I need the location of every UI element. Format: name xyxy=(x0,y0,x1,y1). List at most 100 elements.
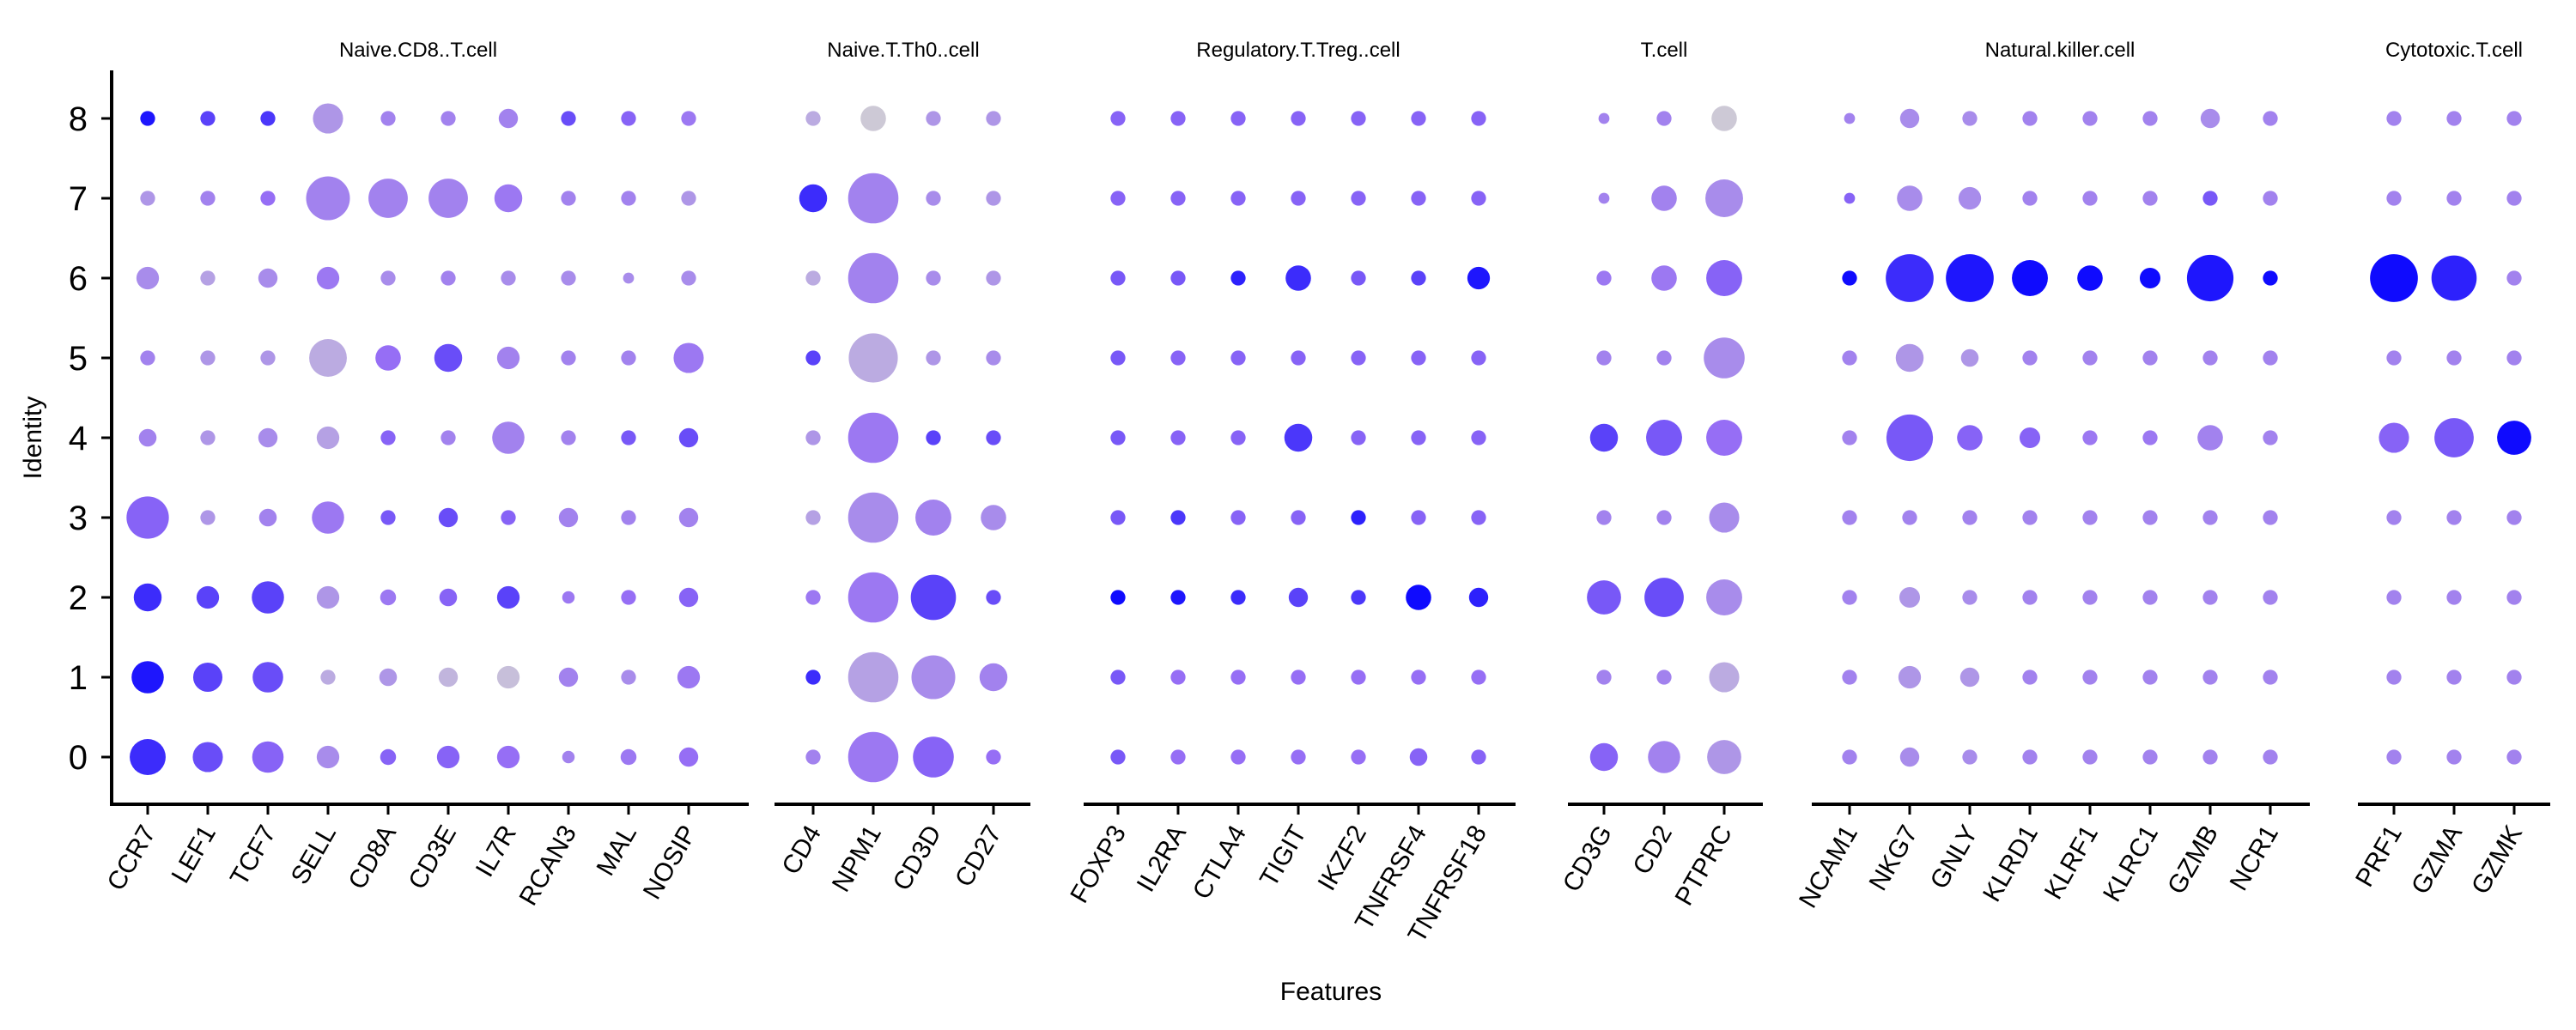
dot-marker xyxy=(130,739,166,775)
dot-marker xyxy=(1230,590,1246,605)
dot-marker xyxy=(2082,430,2098,445)
dot-marker xyxy=(979,663,1008,692)
dot-marker xyxy=(2202,350,2218,366)
dot-marker xyxy=(1291,749,1306,765)
dot-marker xyxy=(558,667,579,688)
dot-marker xyxy=(1351,111,1366,126)
dot-marker xyxy=(2022,590,2038,605)
dot-marker xyxy=(1170,670,1186,685)
y-tick-label: 8 xyxy=(69,100,88,138)
dot-marker xyxy=(131,661,164,694)
dot-marker xyxy=(1897,185,1923,211)
dot-marker xyxy=(926,350,941,366)
dot-marker xyxy=(2370,254,2418,302)
dot-marker xyxy=(379,668,398,687)
dot-marker xyxy=(2200,108,2221,129)
dot-marker xyxy=(1170,270,1186,286)
dot-marker xyxy=(1651,185,1677,211)
dot-marker xyxy=(368,179,408,218)
dot-marker xyxy=(2506,590,2522,605)
x-tick-label: CD2 xyxy=(1627,821,1678,879)
facet-title: Naive.CD8..T.cell xyxy=(339,39,497,62)
x-tick-label: PTPRC xyxy=(1670,821,1738,911)
dot-marker xyxy=(562,591,575,604)
dot-marker xyxy=(1411,430,1426,445)
dot-marker xyxy=(621,510,636,525)
dot-marker xyxy=(1288,587,1309,608)
dot-marker xyxy=(1291,510,1306,525)
dot-marker xyxy=(2263,430,2278,445)
dot-marker xyxy=(440,111,456,126)
dot-marker xyxy=(1706,420,1742,456)
dot-marker xyxy=(2082,350,2098,366)
x-tick-label: CCR7 xyxy=(102,821,161,895)
dot-marker xyxy=(316,266,340,290)
dot-marker xyxy=(1598,112,1610,124)
dot-marker xyxy=(2446,191,2462,206)
x-tick-label: KLRC1 xyxy=(2098,821,2164,906)
dot-marker xyxy=(1230,270,1246,286)
x-tick-label: CD3D xyxy=(888,821,947,895)
dot-marker xyxy=(1411,270,1426,286)
dot-marker xyxy=(496,585,520,609)
dot-marker xyxy=(1110,350,1126,366)
dot-marker xyxy=(1291,111,1306,126)
dot-marker xyxy=(498,108,519,129)
dot-marker xyxy=(380,748,397,766)
dot-marker xyxy=(1291,191,1306,206)
dot-marker xyxy=(2434,418,2474,457)
dot-marker xyxy=(2446,670,2462,685)
x-axis-title: Features xyxy=(1280,978,1382,1006)
dot-marker xyxy=(2082,749,2098,765)
dot-marker xyxy=(496,346,520,370)
dot-marker xyxy=(2142,510,2158,525)
dot-marker xyxy=(1962,111,1978,126)
dot-marker xyxy=(2202,749,2218,765)
dot-marker xyxy=(1170,350,1186,366)
dot-marker xyxy=(1709,502,1740,533)
dot-marker xyxy=(2019,427,2041,449)
y-tick-label: 7 xyxy=(69,180,88,218)
dot-marker xyxy=(200,191,216,206)
dot-marker xyxy=(678,747,699,767)
dot-marker xyxy=(2506,191,2522,206)
dot-marker xyxy=(2082,590,2098,605)
dot-marker xyxy=(2446,510,2462,525)
dot-marker xyxy=(2506,749,2522,765)
dot-marker xyxy=(2386,749,2402,765)
x-tick-label: CD8A xyxy=(343,821,402,894)
dot-marker xyxy=(1110,430,1126,445)
dot-marker xyxy=(2022,191,2038,206)
dot-marker xyxy=(1842,350,1857,366)
dot-marker xyxy=(438,667,459,688)
dot-marker xyxy=(1351,749,1366,765)
dot-marker xyxy=(1899,747,1920,767)
dot-marker xyxy=(848,492,899,543)
dot-marker xyxy=(2082,191,2098,206)
dot-marker xyxy=(677,665,701,689)
dot-marker xyxy=(621,590,636,605)
dot-marker xyxy=(494,184,523,213)
dot-marker xyxy=(2022,510,2038,525)
dot-marker xyxy=(848,731,899,783)
dot-marker xyxy=(2446,350,2462,366)
dot-marker xyxy=(1598,192,1610,204)
dot-marker xyxy=(2142,430,2158,445)
dot-marker xyxy=(2263,670,2278,685)
x-tick-label: CTLA4 xyxy=(1188,821,1252,904)
dot-marker xyxy=(2142,590,2158,605)
dot-marker xyxy=(260,350,276,366)
dot-marker xyxy=(1471,350,1486,366)
dot-marker xyxy=(380,430,396,445)
dot-marker xyxy=(2082,670,2098,685)
dot-marker xyxy=(681,191,696,206)
dot-marker xyxy=(140,350,155,366)
x-tick-label: NCAM1 xyxy=(1794,821,1863,912)
dot-marker xyxy=(1596,510,1612,525)
dot-marker xyxy=(1351,191,1366,206)
dot-marker xyxy=(799,184,828,213)
dot-marker xyxy=(620,748,637,766)
dot-marker xyxy=(1957,425,1983,451)
dot-marker xyxy=(1110,191,1126,206)
dot-marker xyxy=(986,111,1001,126)
